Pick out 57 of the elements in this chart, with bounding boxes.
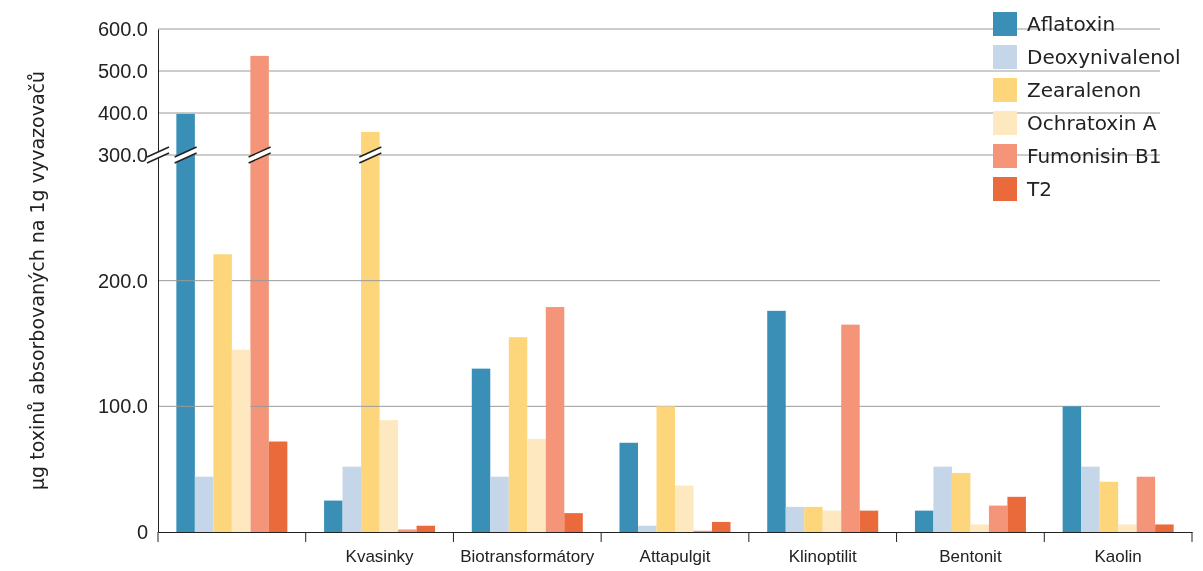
bar — [268, 441, 288, 532]
bar — [1062, 406, 1082, 532]
y-tick-label: 500.0 — [97, 59, 148, 82]
bar — [1136, 476, 1156, 532]
bar — [1081, 466, 1100, 532]
bar — [342, 466, 362, 532]
bar — [545, 307, 565, 532]
bar — [914, 510, 934, 532]
y-tick-label: 200.0 — [97, 269, 148, 292]
legend-label: Deoxynivalenol — [1027, 45, 1181, 69]
bar — [638, 525, 657, 532]
bar — [1099, 481, 1119, 532]
bar — [398, 529, 417, 532]
x-tick-label: Attapulgit — [639, 547, 711, 567]
bar — [416, 525, 436, 532]
bar — [988, 505, 1008, 532]
bar — [490, 476, 509, 532]
bar — [471, 368, 491, 532]
bar — [508, 337, 528, 532]
legend-label: Fumonisin B1 — [1027, 144, 1162, 168]
bar — [785, 506, 805, 532]
x-tick-label: Kvasinky — [345, 547, 415, 567]
bar — [379, 420, 399, 532]
y-tick-label: 300.0 — [97, 143, 148, 166]
y-tick-label: 100.0 — [97, 395, 148, 418]
bar — [619, 442, 638, 532]
x-tick-label: Bentonit — [939, 547, 1002, 567]
y-tick-label: 0 — [136, 520, 148, 543]
bar — [675, 485, 694, 532]
bar — [822, 510, 842, 532]
bar — [1118, 524, 1137, 532]
y-tick-label: 400.0 — [97, 101, 148, 124]
y-axis-title: µg toxinů absorbovaných na 1g vyvazovačů — [26, 70, 48, 491]
bar — [841, 324, 860, 532]
x-tick-label: Kaolin — [1094, 547, 1142, 567]
legend-label: T2 — [1026, 177, 1052, 201]
bar — [527, 439, 546, 532]
bar — [712, 521, 731, 532]
x-tick-label: Biotransformátory — [460, 547, 595, 567]
legend-label: Ochratoxin A — [1027, 111, 1157, 135]
legend-label: Zearalenon — [1027, 78, 1142, 102]
legend-label: Aflatoxin — [1027, 12, 1116, 36]
bar — [1155, 524, 1174, 532]
bar — [194, 476, 214, 532]
bar — [564, 513, 583, 532]
bar — [970, 524, 989, 532]
bar — [767, 310, 786, 532]
bar — [951, 472, 971, 532]
bar — [213, 254, 232, 532]
bar — [324, 500, 343, 532]
bar — [933, 466, 952, 532]
bar — [1007, 496, 1026, 532]
bar — [656, 406, 675, 532]
y-tick-label: 600.0 — [97, 17, 148, 40]
bar — [859, 510, 879, 532]
x-tick-label: Klinoptilit — [788, 547, 857, 567]
bar — [804, 506, 823, 532]
